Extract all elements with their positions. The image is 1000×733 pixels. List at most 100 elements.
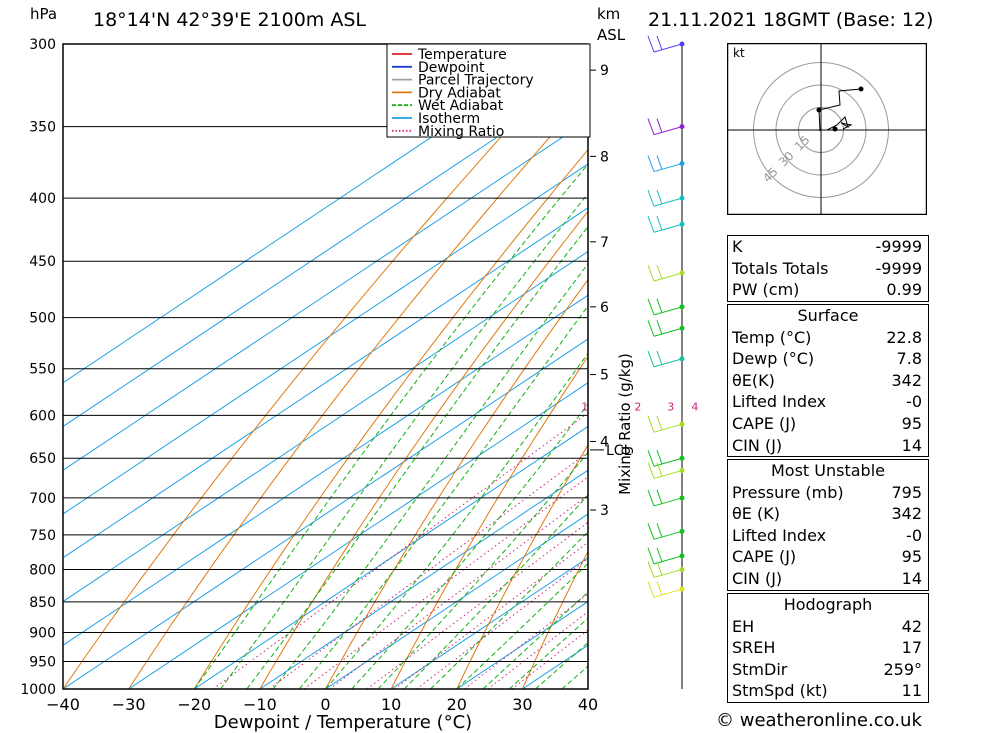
most-unstable-row: Lifted Index -0 [728,525,928,547]
most-unstable-key: CIN (J) [732,568,783,588]
hodograph-stats-row: EH 42 [728,616,928,638]
indices-panel: K -9999 Totals Totals -9999 PW (cm) 0.99 [727,235,929,302]
temperature-tick-label: 30 [512,695,532,714]
surface-key: Temp (°C) [732,327,812,347]
wind-barb [647,581,685,598]
hodograph-trace-lower [826,116,853,131]
temperature-tick-label: −40 [46,695,80,714]
hodograph-point [816,107,822,113]
surface-key: Lifted Index [732,392,827,412]
wind-barb [647,118,685,136]
surface-value: 22.8 [886,327,922,347]
surface-key: Dewp (°C) [732,349,815,369]
index-row: Totals Totals -9999 [728,258,928,280]
mixing-ratio-label: 4 [691,400,698,413]
hodograph-stats-key: SREH [732,638,776,658]
index-value: -9999 [875,237,923,256]
pressure-tick-label: 850 [29,595,56,611]
legend-box [386,43,591,138]
temperature-tick-label: 40 [578,695,598,714]
wind-barb-shaft [647,450,683,467]
most-unstable-value: -0 [906,525,922,545]
isotherm-line [325,513,588,689]
wind-barb [647,450,685,467]
most-unstable-row: Pressure (mb) 795 [728,482,928,504]
most-unstable-title: Most Unstable [771,461,885,480]
asl-unit-label: ASL [597,26,626,44]
wind-barb-shaft [647,581,683,598]
mixing-ratio-label: 2 [634,400,641,413]
mixing-ratio-line [394,541,588,689]
wind-barb-shaft [647,350,683,368]
hodograph-point [832,126,838,132]
km-tick-label: 9 [600,63,609,79]
isotherm-line [193,425,588,689]
pressure-tick-label: 500 [29,311,56,327]
mixing-ratio-axis-label: Mixing Ratio (g/kg) [616,353,634,495]
index-value: -9999 [875,258,923,278]
wind-barb [647,523,685,540]
wet-adiabat-line [351,403,588,689]
hodograph-stats-row: StmSpd (kt) 11 [728,680,928,702]
pressure-tick-label: 700 [29,491,56,507]
isotherm-line [390,557,588,689]
wind-barb [647,264,685,282]
surface-key: θE(K) [732,370,775,390]
location-title: 18°14'N 42°39'E 2100m ASL [93,9,366,31]
wind-barb [647,155,685,173]
wind-barb [647,561,685,578]
hodograph-stats-panel: Hodograph EH 42 SREH 17 StmDir 259° StmSpd … [727,593,929,703]
wind-barb-shaft [647,264,683,282]
plot-frame [62,43,589,690]
most-unstable-row: θE (K) 342 [728,503,928,525]
most-unstable-row: CIN (J) 14 [728,568,928,590]
most-unstable-key: Pressure (mb) [732,482,844,502]
surface-value: -0 [906,392,922,412]
isotherm-line [63,119,588,471]
index-row: K -9999 [728,236,928,258]
temperature-tick-label: 20 [447,695,467,714]
hodograph-stats-key: StmSpd (kt) [732,681,828,701]
wind-barb-shaft [647,561,683,578]
wind-barb-dot [679,124,685,130]
wet-adiabat-line [246,225,588,689]
dry-adiabat-line [193,148,588,689]
pressure-tick-label: 900 [29,626,56,642]
most-unstable-row: CAPE (J) 95 [728,546,928,568]
surface-value: 95 [901,413,922,433]
wind-barb-shaft [647,523,683,540]
most-unstable-value: 795 [891,482,922,502]
pressure-tick-label: 800 [29,562,56,578]
pressure-tick-label: 650 [29,451,56,467]
isotherm-line [63,44,572,384]
surface-row: CAPE (J) 95 [728,413,928,435]
index-value: 0.99 [886,280,922,300]
pressure-tick-label: 400 [29,191,56,207]
pressure-tick-label: 950 [29,655,56,671]
surface-row: Lifted Index -0 [728,391,928,413]
wind-barb-shaft [647,35,683,53]
wet-adiabat-line [298,305,588,689]
wind-barb [647,462,685,479]
hodograph-stats-row: StmDir 259° [728,659,928,681]
wet-adiabat-line [272,262,588,689]
most-unstable-value: 14 [901,568,922,588]
hodograph-stats-value: 17 [901,638,922,658]
temperature-tick-label: −10 [243,695,277,714]
wind-barb-shaft [647,489,683,507]
isotherm-line [63,294,588,646]
wet-adiabat-line [456,562,588,689]
surface-key: CIN (J) [732,435,783,455]
wind-barb-shaft [647,155,683,173]
wet-adiabat-line [403,494,588,689]
hodograph-stats-row: SREH 17 [728,637,928,659]
hodograph-point [858,86,864,92]
most-unstable-key: θE (K) [732,504,780,524]
index-key: K [732,237,743,256]
dry-adiabat-line [63,44,586,689]
most-unstable-panel: Most Unstable Pressure (mb) 795 θE (K) 342… [727,459,929,591]
datetime-title: 21.11.2021 18GMT (Base: 12) [648,9,934,31]
surface-value: 14 [901,435,922,455]
hodograph-stats-value: 259° [883,659,922,679]
